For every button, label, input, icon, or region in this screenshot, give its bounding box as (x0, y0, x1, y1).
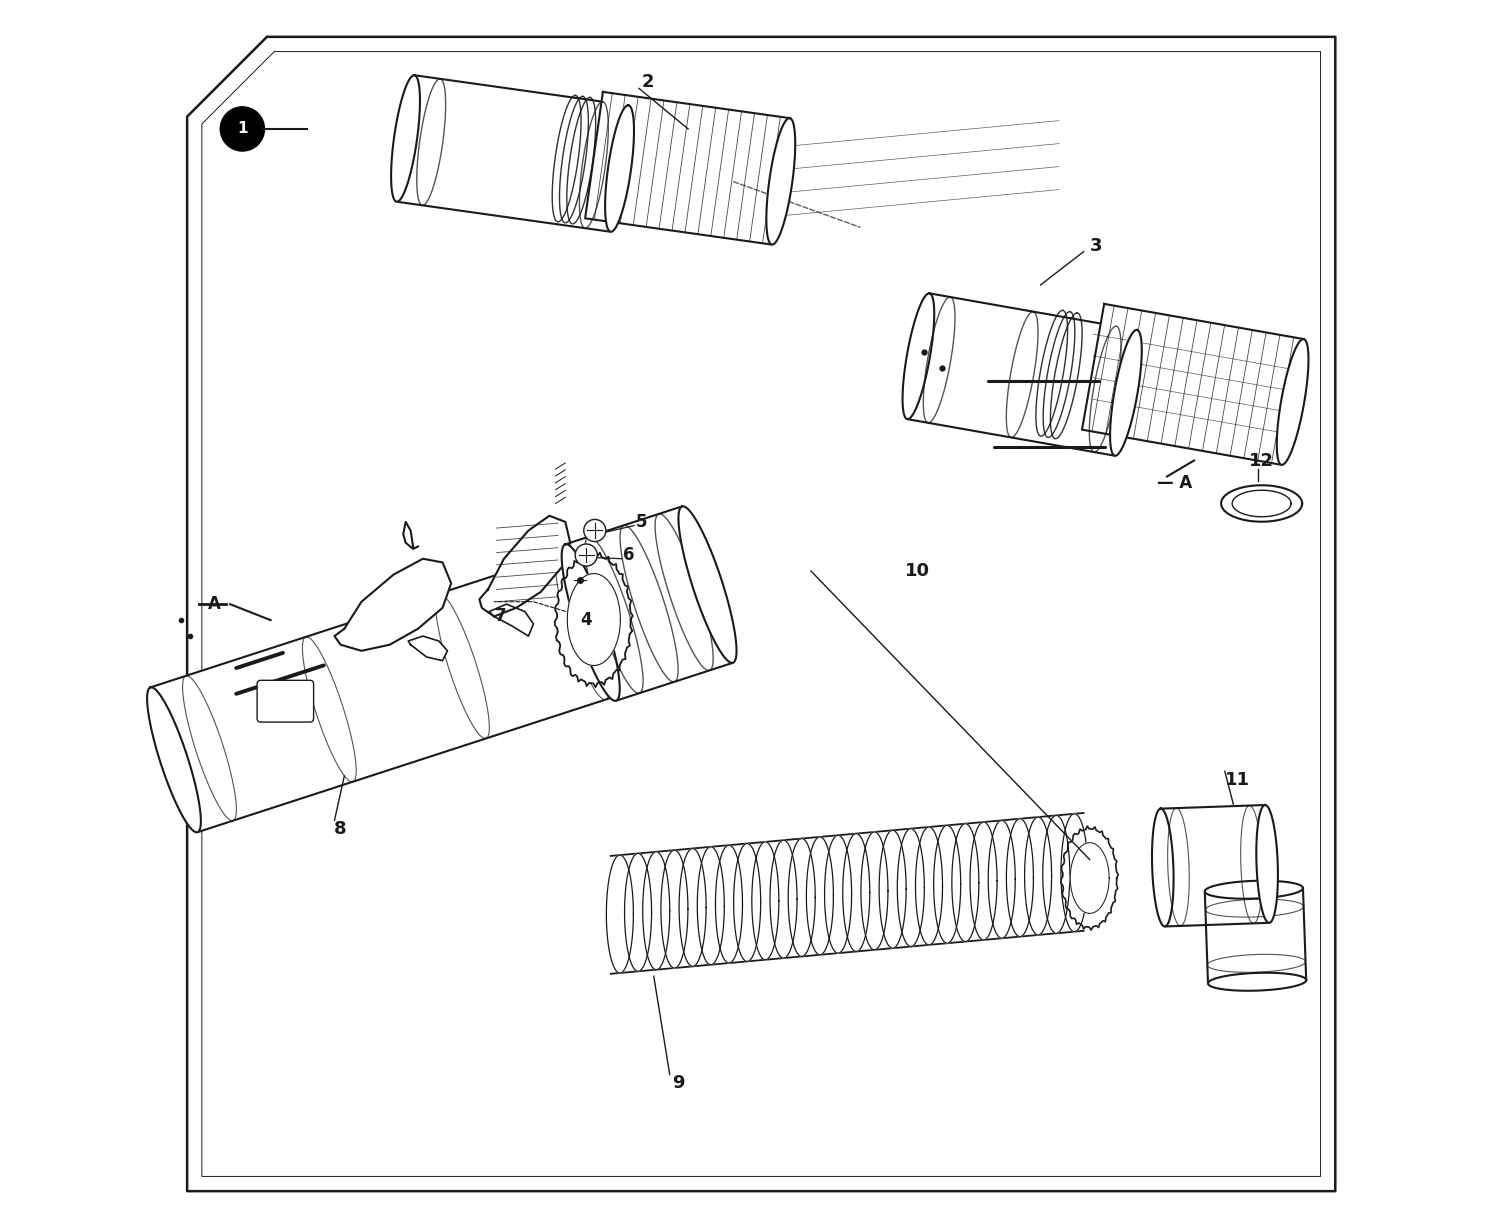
Polygon shape (716, 845, 743, 963)
Polygon shape (561, 544, 620, 701)
Polygon shape (934, 825, 961, 943)
Polygon shape (1081, 303, 1304, 465)
Polygon shape (1042, 815, 1069, 933)
Polygon shape (334, 559, 451, 651)
Polygon shape (566, 506, 732, 701)
Text: 5: 5 (636, 513, 647, 530)
Polygon shape (660, 850, 687, 968)
Text: 10: 10 (905, 562, 931, 580)
Polygon shape (1221, 485, 1302, 522)
Polygon shape (1006, 819, 1033, 937)
Polygon shape (1277, 339, 1308, 465)
Polygon shape (1256, 806, 1278, 922)
Text: 11: 11 (1224, 771, 1250, 788)
Polygon shape (767, 118, 796, 244)
Polygon shape (907, 293, 1137, 456)
Polygon shape (480, 516, 570, 616)
Polygon shape (1024, 817, 1051, 935)
Polygon shape (752, 842, 779, 960)
Circle shape (220, 107, 265, 151)
Polygon shape (1062, 826, 1119, 930)
Polygon shape (1152, 809, 1173, 926)
Text: A: A (208, 596, 221, 613)
Polygon shape (902, 293, 934, 419)
Polygon shape (680, 849, 705, 966)
Circle shape (575, 544, 597, 566)
Polygon shape (1232, 490, 1290, 517)
Polygon shape (970, 822, 997, 939)
Polygon shape (1060, 814, 1087, 932)
Polygon shape (1071, 842, 1108, 914)
FancyBboxPatch shape (257, 680, 314, 722)
Polygon shape (567, 573, 620, 666)
Polygon shape (842, 834, 869, 952)
Polygon shape (147, 688, 202, 833)
Polygon shape (678, 506, 737, 663)
Polygon shape (642, 852, 669, 970)
Polygon shape (824, 835, 851, 953)
Polygon shape (555, 553, 633, 688)
Polygon shape (624, 853, 651, 971)
Polygon shape (391, 75, 420, 201)
Polygon shape (1205, 888, 1305, 984)
Text: — A: — A (1157, 474, 1193, 491)
Text: 8: 8 (334, 820, 347, 837)
Text: 9: 9 (672, 1074, 684, 1092)
Text: 1: 1 (238, 122, 248, 136)
Polygon shape (898, 829, 925, 947)
Polygon shape (1110, 330, 1142, 456)
Polygon shape (698, 847, 725, 965)
Polygon shape (988, 820, 1015, 938)
Polygon shape (1161, 806, 1269, 926)
Polygon shape (770, 840, 797, 958)
Text: 7: 7 (495, 608, 505, 625)
Polygon shape (606, 855, 633, 973)
Polygon shape (150, 543, 641, 833)
Text: 12: 12 (1250, 452, 1274, 469)
Polygon shape (1205, 880, 1302, 899)
Polygon shape (788, 839, 815, 957)
Polygon shape (952, 824, 979, 942)
Text: 4: 4 (581, 612, 593, 629)
Polygon shape (860, 831, 887, 949)
Polygon shape (806, 837, 833, 955)
Text: 2: 2 (641, 74, 654, 91)
Text: 3: 3 (1089, 237, 1102, 254)
Polygon shape (916, 826, 943, 944)
Polygon shape (397, 75, 629, 232)
Polygon shape (408, 636, 448, 661)
Polygon shape (734, 844, 761, 962)
Text: 6: 6 (624, 546, 635, 564)
Circle shape (584, 519, 606, 542)
Polygon shape (591, 543, 645, 688)
Polygon shape (585, 92, 790, 244)
Polygon shape (605, 106, 635, 232)
Polygon shape (1208, 973, 1305, 991)
Polygon shape (880, 830, 905, 948)
Polygon shape (489, 604, 534, 636)
